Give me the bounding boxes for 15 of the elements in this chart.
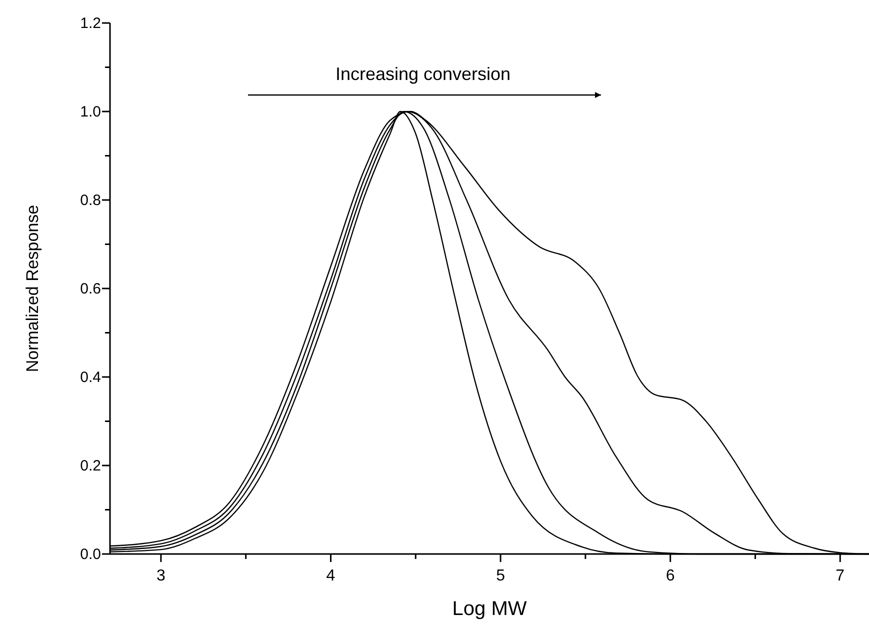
- y-tick-label: 0.2: [80, 457, 101, 474]
- x-tick-label: 7: [836, 568, 845, 585]
- annotation: Increasing conversion: [335, 64, 511, 84]
- y-tick-label: 0.0: [80, 546, 101, 563]
- y-tick-label: 0.4: [80, 368, 101, 386]
- y-tick-label: 1.2: [80, 14, 101, 32]
- x-tick-label: 4: [326, 568, 336, 585]
- y-tick-label: 1.0: [80, 103, 101, 120]
- y-tick-label: 0.8: [80, 192, 101, 209]
- x-tick-label: 3: [156, 568, 166, 585]
- x-tick-label: 6: [666, 568, 675, 585]
- y-axis-title: Normalized Response: [23, 204, 42, 372]
- x-axis-title: Log MW: [452, 598, 527, 620]
- x-tick-label: 5: [496, 568, 506, 585]
- y-tick-label: 0.6: [80, 280, 101, 298]
